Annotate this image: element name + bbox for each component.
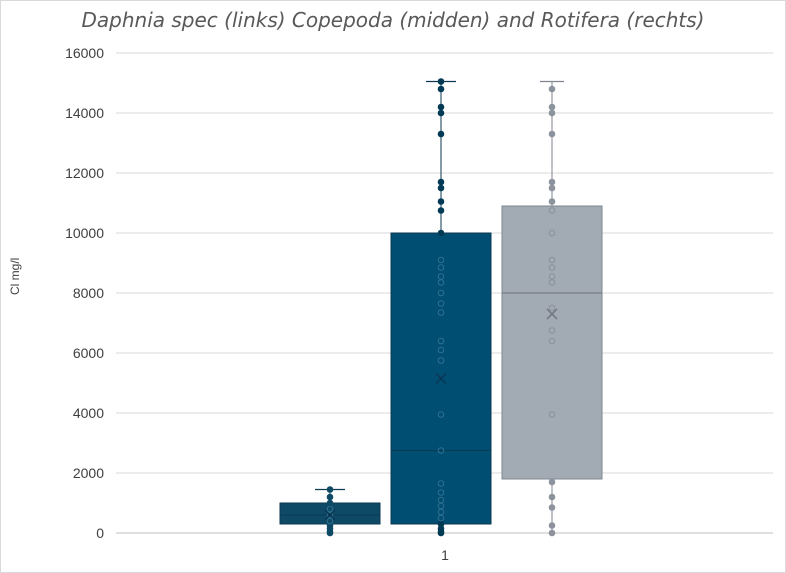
data-point [437, 273, 445, 280]
data-point [548, 522, 556, 529]
box-series [279, 78, 603, 537]
data-point [437, 178, 445, 186]
y-tick-labels: 0 2000 4000 6000 8000 10000 12000 14000 16000 [65, 45, 104, 541]
data-point [548, 184, 556, 192]
chart-title: Daphnia spec (links) Copepoda (midden) a… [81, 8, 705, 32]
y-tick-label: 10000 [65, 225, 104, 241]
data-point [437, 184, 445, 192]
data-point [437, 229, 445, 237]
data-point [437, 103, 445, 111]
data-point [326, 522, 334, 529]
data-point [548, 337, 556, 345]
data-point [548, 256, 556, 264]
data-point [548, 493, 556, 501]
data-point [437, 309, 445, 316]
data-point [437, 520, 445, 528]
data-point [548, 229, 556, 237]
data-point [437, 256, 445, 264]
data-point [437, 496, 445, 504]
data-point [548, 304, 556, 312]
data-point [548, 264, 556, 271]
data-point [437, 357, 445, 364]
y-tick-label: 8000 [73, 285, 104, 301]
x-tick-label: 1 [441, 547, 449, 563]
data-point [437, 78, 445, 85]
data-point [437, 198, 445, 205]
y-tick-label: 0 [96, 525, 104, 541]
mean-marker [546, 308, 558, 320]
data-point [437, 489, 445, 496]
data-point [437, 109, 445, 117]
data-point [437, 411, 445, 418]
data-point [548, 529, 556, 537]
box-body [501, 205, 603, 480]
y-tick-label: 4000 [73, 405, 104, 421]
mean-marker [435, 373, 447, 384]
y-tick-label: 12000 [65, 165, 104, 181]
box-1 [279, 486, 381, 537]
data-point [548, 207, 556, 214]
data-point [548, 478, 556, 486]
data-point [548, 411, 556, 418]
data-point [437, 337, 445, 345]
box-2 [390, 78, 492, 537]
data-point [437, 480, 445, 487]
data-point [548, 103, 556, 111]
box-3 [501, 80, 603, 537]
data-point [548, 109, 556, 117]
data-point [548, 85, 556, 93]
data-point [548, 327, 556, 334]
data-point [548, 198, 556, 205]
data-point [548, 130, 556, 138]
data-point [437, 130, 445, 138]
data-point [548, 504, 556, 511]
data-point [326, 499, 334, 507]
data-point [437, 264, 445, 271]
data-point [326, 486, 334, 493]
data-point [437, 289, 445, 297]
data-point [548, 178, 556, 186]
x-tick-labels: 1 [441, 547, 449, 563]
y-tick-label: 16000 [65, 45, 104, 61]
data-point [437, 346, 445, 354]
y-tick-label: 14000 [65, 105, 104, 121]
data-point [326, 493, 334, 501]
data-point [548, 273, 556, 280]
data-point [437, 207, 445, 214]
mean-marker [324, 509, 336, 521]
data-point [437, 447, 445, 454]
y-tick-label: 6000 [73, 345, 104, 361]
data-point [437, 85, 445, 93]
data-point [437, 300, 445, 307]
y-tick-label: 2000 [73, 465, 104, 481]
